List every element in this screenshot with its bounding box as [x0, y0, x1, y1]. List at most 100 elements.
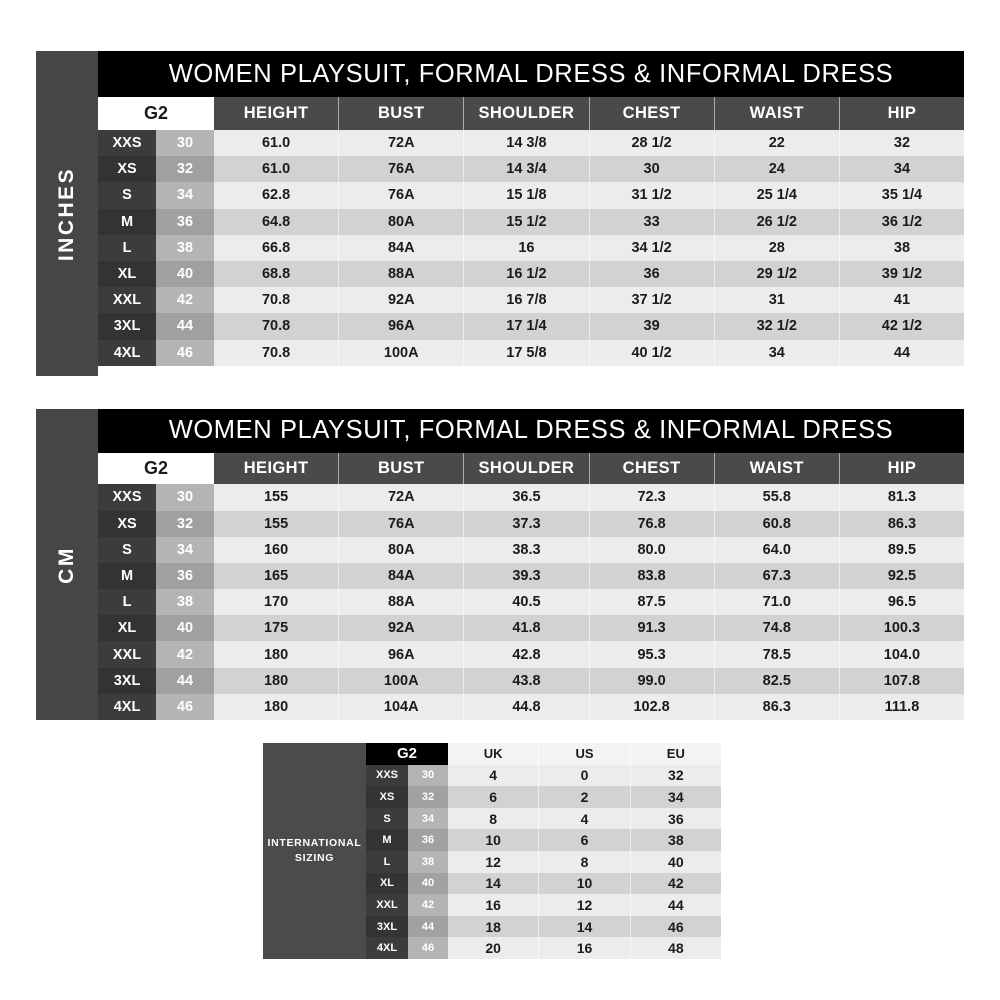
cell-number: 36 [156, 562, 214, 590]
cell-shoulder: 43.8 [463, 667, 589, 694]
table-row: XXS 30 61.0 72A 14 3/8 28 1/2 22 32 [98, 130, 965, 157]
column-header-eu: EU [629, 743, 721, 765]
international-sizing-label-text: INTERNATIONAL SIZING [267, 836, 362, 864]
cell-uk: 4 [448, 764, 539, 787]
cell-height: 61.0 [214, 156, 339, 183]
cell-size: XL [366, 872, 408, 895]
cell-shoulder: 39.3 [463, 562, 589, 590]
cell-eu: 38 [629, 829, 721, 852]
cell-size: XL [98, 260, 156, 288]
table-row: M 36 64.8 80A 15 1/2 33 26 1/2 36 1/2 [98, 208, 965, 235]
column-header-waist: WAIST [713, 452, 839, 485]
international-rows: XXS 30 4 0 32 XS 32 6 2 34 S 34 8 [366, 764, 721, 959]
cell-shoulder: 42.8 [463, 641, 589, 668]
cell-bust: 88A [338, 589, 464, 616]
cell-size: XXL [366, 894, 408, 916]
cell-number: 32 [156, 510, 214, 537]
column-header-hip: HIP [838, 452, 965, 485]
cell-hip: 38 [838, 234, 965, 261]
cell-number: 46 [156, 693, 214, 720]
cell-shoulder: 16 [463, 234, 589, 261]
cell-hip: 111.8 [838, 693, 965, 720]
table-row: L 38 66.8 84A 16 34 1/2 28 38 [98, 234, 965, 261]
cell-number: 30 [156, 130, 214, 157]
cell-height: 160 [214, 536, 339, 563]
cell-shoulder: 16 7/8 [463, 287, 589, 314]
cell-shoulder: 17 5/8 [463, 339, 589, 366]
column-header-g2: G2 [98, 452, 214, 485]
cell-number: 34 [156, 182, 214, 209]
cell-size: L [98, 234, 156, 261]
cell-bust: 72A [338, 484, 464, 511]
unit-label-cm-text: CM [54, 545, 78, 584]
cell-waist: 28 [713, 234, 839, 261]
table-inches-title: WOMEN PLAYSUIT, FORMAL DRESS & INFORMAL … [98, 51, 964, 97]
cell-waist: 86.3 [713, 693, 839, 720]
cell-height: 68.8 [214, 260, 339, 288]
cell-number: 30 [156, 484, 214, 511]
cell-hip: 96.5 [838, 589, 965, 616]
cell-size: XS [98, 156, 156, 183]
cell-us: 2 [538, 786, 630, 808]
cell-uk: 6 [448, 786, 539, 808]
table-row: XXL 42 180 96A 42.8 95.3 78.5 104.0 [98, 641, 965, 668]
cell-chest: 30 [588, 156, 714, 183]
international-sizing-body: G2 UK US EU XXS 30 4 0 32 XS 32 6 2 [366, 743, 721, 959]
cell-height: 64.8 [214, 208, 339, 235]
cell-bust: 96A [338, 313, 464, 340]
table-row: XL 40 175 92A 41.8 91.3 74.8 100.3 [98, 615, 965, 642]
cell-size: 3XL [366, 915, 408, 938]
cell-chest: 91.3 [588, 615, 714, 642]
cell-hip: 86.3 [838, 510, 965, 537]
cell-hip: 107.8 [838, 667, 965, 694]
cell-eu: 40 [629, 851, 721, 873]
cell-size: 4XL [98, 339, 156, 366]
table-row: 4XL 46 180 104A 44.8 102.8 86.3 111.8 [98, 693, 965, 720]
cell-waist: 25 1/4 [713, 182, 839, 209]
cell-chest: 80.0 [588, 536, 714, 563]
cell-chest: 34 1/2 [588, 234, 714, 261]
cell-us: 16 [538, 937, 630, 959]
cell-uk: 18 [448, 915, 539, 938]
cell-uk: 14 [448, 872, 539, 895]
table-row: 4XL 46 70.8 100A 17 5/8 40 1/2 34 44 [98, 339, 965, 366]
cell-bust: 72A [338, 130, 464, 157]
column-header-shoulder: SHOULDER [463, 452, 589, 485]
cell-hip: 35 1/4 [838, 182, 965, 209]
column-header-waist: WAIST [713, 97, 839, 130]
cell-eu: 34 [629, 786, 721, 808]
column-header-chest: CHEST [588, 452, 714, 485]
cell-us: 0 [538, 764, 630, 787]
cell-shoulder: 38.3 [463, 536, 589, 563]
cell-number: 36 [408, 829, 448, 852]
cell-number: 44 [156, 313, 214, 340]
cell-waist: 82.5 [713, 667, 839, 694]
column-header-us: US [538, 743, 630, 765]
table-cm-rows: XXS 30 155 72A 36.5 72.3 55.8 81.3 XS 32… [98, 484, 965, 720]
cell-size: L [98, 589, 156, 616]
cell-bust: 96A [338, 641, 464, 668]
cell-hip: 42 1/2 [838, 313, 965, 340]
cell-us: 4 [538, 807, 630, 830]
cell-number: 38 [408, 851, 448, 873]
table-cm-title: WOMEN PLAYSUIT, FORMAL DRESS & INFORMAL … [98, 409, 964, 453]
cell-height: 180 [214, 667, 339, 694]
cell-number: 36 [156, 208, 214, 235]
cell-size: 4XL [98, 693, 156, 720]
table-row: XXL 42 16 12 44 [366, 894, 721, 916]
table-row: XL 40 68.8 88A 16 1/2 36 29 1/2 39 1/2 [98, 260, 965, 288]
cell-size: S [98, 182, 156, 209]
cell-number: 34 [408, 807, 448, 830]
size-table-inches: INCHES WOMEN PLAYSUIT, FORMAL DRESS & IN… [36, 51, 965, 376]
cell-hip: 39 1/2 [838, 260, 965, 288]
cell-number: 44 [156, 667, 214, 694]
cell-us: 12 [538, 894, 630, 916]
cell-number: 42 [408, 894, 448, 916]
cell-bust: 92A [338, 615, 464, 642]
cell-hip: 34 [838, 156, 965, 183]
cell-waist: 32 1/2 [713, 313, 839, 340]
cell-hip: 44 [838, 339, 965, 366]
cell-number: 40 [156, 260, 214, 288]
cell-waist: 60.8 [713, 510, 839, 537]
